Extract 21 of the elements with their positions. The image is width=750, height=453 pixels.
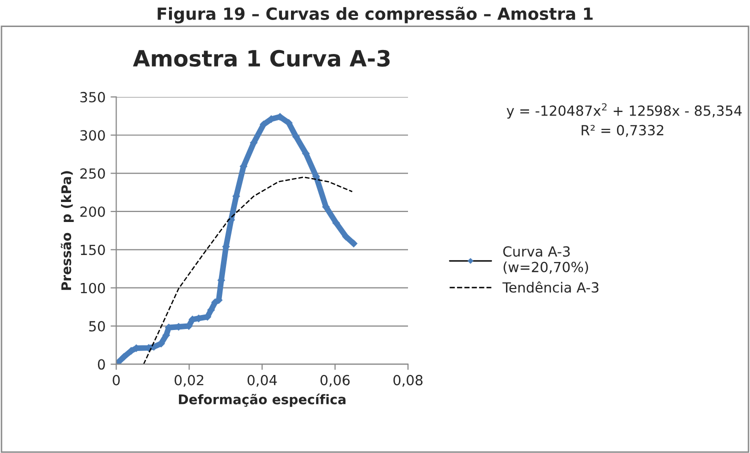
x-tick-label: 0,02 — [174, 374, 204, 387]
y-tick-label: 200 — [80, 206, 105, 217]
y-tick-label: 100 — [80, 282, 105, 294]
x-axis-title: Deformação específica — [178, 394, 346, 407]
y-tick-label: 250 — [80, 168, 105, 179]
text: y = -120487x$^{2}$ + 12598x - 85,354 — [506, 103, 742, 119]
y-tick-label: 150 — [80, 244, 105, 256]
y-tick-label: 350 — [80, 92, 105, 102]
legend-label: Curva A-3 (w=20,70%) — [503, 246, 588, 274]
x-tick-label: 0,08 — [393, 374, 423, 387]
legend-label: Tendência A-3 — [502, 281, 598, 293]
y-tick-label: 0 — [98, 359, 105, 370]
x-tick-label: 0 — [112, 374, 120, 386]
text: R² = 0,7332 — [582, 124, 664, 137]
x-tick-label: 0,06 — [320, 374, 350, 387]
x-tick-label: 0,04 — [248, 374, 277, 387]
y-tick-label: 50 — [89, 321, 105, 332]
chart-title: Amostra 1 Curva A-3 — [132, 50, 390, 67]
y-axis-title: Pressão p (kPa) — [60, 171, 74, 290]
text: Figura 19 – Curvas de compressão – Amostra 1 — [158, 6, 593, 24]
y-tick-label: 300 — [80, 130, 105, 141]
